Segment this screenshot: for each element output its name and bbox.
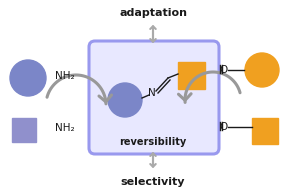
Text: NH₂: NH₂ bbox=[55, 123, 75, 133]
Circle shape bbox=[245, 53, 279, 87]
Bar bbox=[12, 118, 36, 142]
Circle shape bbox=[108, 83, 142, 117]
Text: selectivity: selectivity bbox=[121, 177, 185, 187]
Text: NH₂: NH₂ bbox=[55, 71, 75, 81]
Text: adaptation: adaptation bbox=[119, 8, 187, 18]
Bar bbox=[252, 118, 278, 144]
Circle shape bbox=[10, 60, 46, 96]
Text: O: O bbox=[220, 122, 228, 132]
Text: O: O bbox=[220, 65, 228, 75]
FancyBboxPatch shape bbox=[89, 41, 219, 154]
Bar bbox=[178, 62, 205, 89]
Text: reversibility: reversibility bbox=[119, 137, 187, 147]
Text: N: N bbox=[148, 88, 156, 98]
